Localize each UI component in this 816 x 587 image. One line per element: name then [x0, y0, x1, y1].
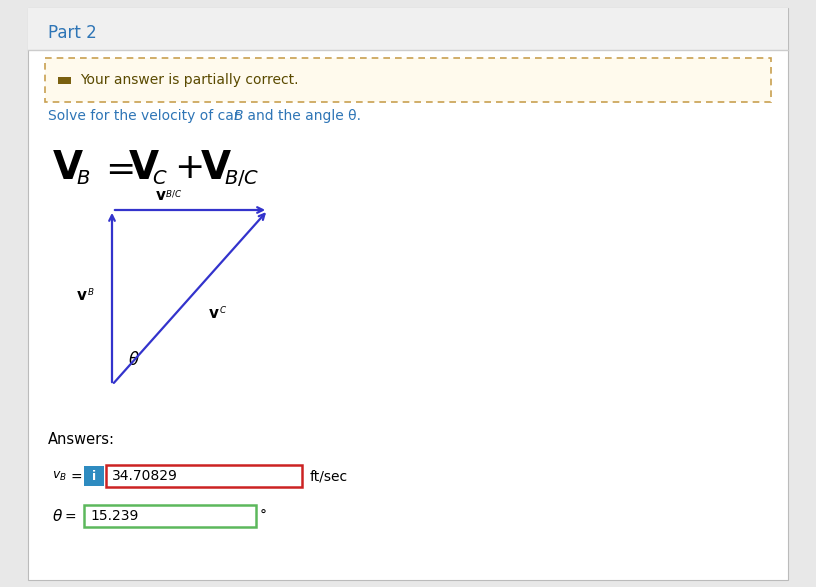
FancyBboxPatch shape: [106, 465, 302, 487]
Text: B: B: [234, 109, 243, 123]
Text: $=$: $=$: [68, 469, 83, 483]
Text: $\mathbf{v}$: $\mathbf{v}$: [155, 188, 166, 204]
Text: $\theta$: $\theta$: [128, 351, 140, 369]
Text: $=$: $=$: [98, 151, 134, 185]
Text: $B$: $B$: [76, 168, 91, 187]
Text: $\mathbf{V}$: $\mathbf{V}$: [128, 149, 160, 187]
FancyBboxPatch shape: [28, 8, 788, 580]
Text: °: °: [260, 509, 267, 523]
Text: Answers:: Answers:: [48, 433, 115, 447]
Text: $\mathbf{v}$: $\mathbf{v}$: [208, 306, 220, 322]
Text: i: i: [92, 470, 96, 483]
Text: and the angle θ.: and the angle θ.: [243, 109, 361, 123]
FancyBboxPatch shape: [84, 505, 256, 527]
Text: $B/C$: $B/C$: [224, 168, 259, 188]
FancyBboxPatch shape: [84, 466, 104, 486]
Text: $v_B$: $v_B$: [52, 470, 67, 483]
Text: Your answer is partially correct.: Your answer is partially correct.: [80, 73, 299, 87]
Text: $+$: $+$: [174, 151, 202, 185]
Text: $C$: $C$: [152, 168, 167, 187]
FancyBboxPatch shape: [45, 58, 771, 102]
Text: ft/sec: ft/sec: [310, 469, 348, 483]
Text: Part 2: Part 2: [48, 24, 97, 42]
Text: $_C$: $_C$: [219, 302, 227, 315]
Text: $\theta$: $\theta$: [52, 508, 63, 524]
Text: $_B$: $_B$: [87, 285, 95, 298]
Text: 34.70829: 34.70829: [112, 469, 178, 483]
FancyBboxPatch shape: [28, 8, 788, 50]
Text: Solve for the velocity of car: Solve for the velocity of car: [48, 109, 244, 123]
Text: $\mathbf{v}$: $\mathbf{v}$: [76, 288, 87, 303]
FancyBboxPatch shape: [58, 77, 71, 84]
Text: $_{B/C}$: $_{B/C}$: [165, 187, 182, 200]
Text: 15.239: 15.239: [90, 509, 139, 523]
Text: $\mathbf{V}$: $\mathbf{V}$: [52, 149, 84, 187]
Text: $=$: $=$: [62, 509, 77, 523]
Text: $\mathbf{V}$: $\mathbf{V}$: [200, 149, 232, 187]
